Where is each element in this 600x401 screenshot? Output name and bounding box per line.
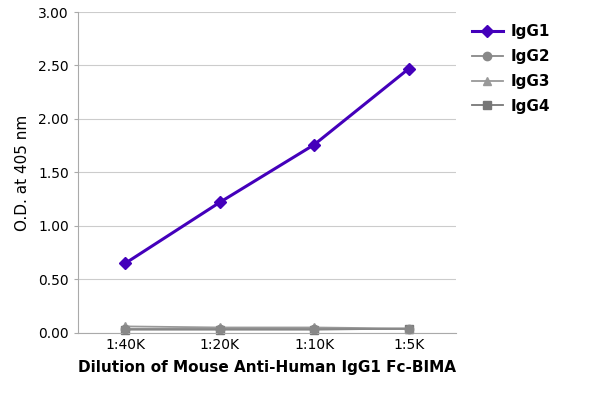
IgG1	[122, 261, 129, 266]
X-axis label: Dilution of Mouse Anti-Human IgG1 Fc-BIMA: Dilution of Mouse Anti-Human IgG1 Fc-BIM…	[78, 360, 456, 375]
IgG3	[311, 325, 318, 330]
IgG1	[311, 142, 318, 147]
Line: IgG1: IgG1	[121, 65, 413, 267]
IgG3	[122, 324, 129, 329]
Line: IgG2: IgG2	[121, 324, 413, 333]
Line: IgG3: IgG3	[121, 322, 413, 333]
Legend: IgG1, IgG2, IgG3, IgG4: IgG1, IgG2, IgG3, IgG4	[467, 20, 554, 119]
IgG4	[122, 327, 129, 332]
IgG4	[311, 327, 318, 332]
IgG4	[405, 326, 412, 331]
IgG2	[216, 326, 223, 331]
Y-axis label: O.D. at 405 nm: O.D. at 405 nm	[15, 114, 30, 231]
IgG1	[405, 66, 412, 71]
IgG2	[405, 326, 412, 331]
IgG4	[216, 327, 223, 332]
Line: IgG4: IgG4	[121, 324, 413, 334]
IgG2	[311, 326, 318, 331]
IgG2	[122, 326, 129, 331]
IgG3	[405, 326, 412, 331]
IgG3	[216, 325, 223, 330]
IgG1	[216, 200, 223, 205]
